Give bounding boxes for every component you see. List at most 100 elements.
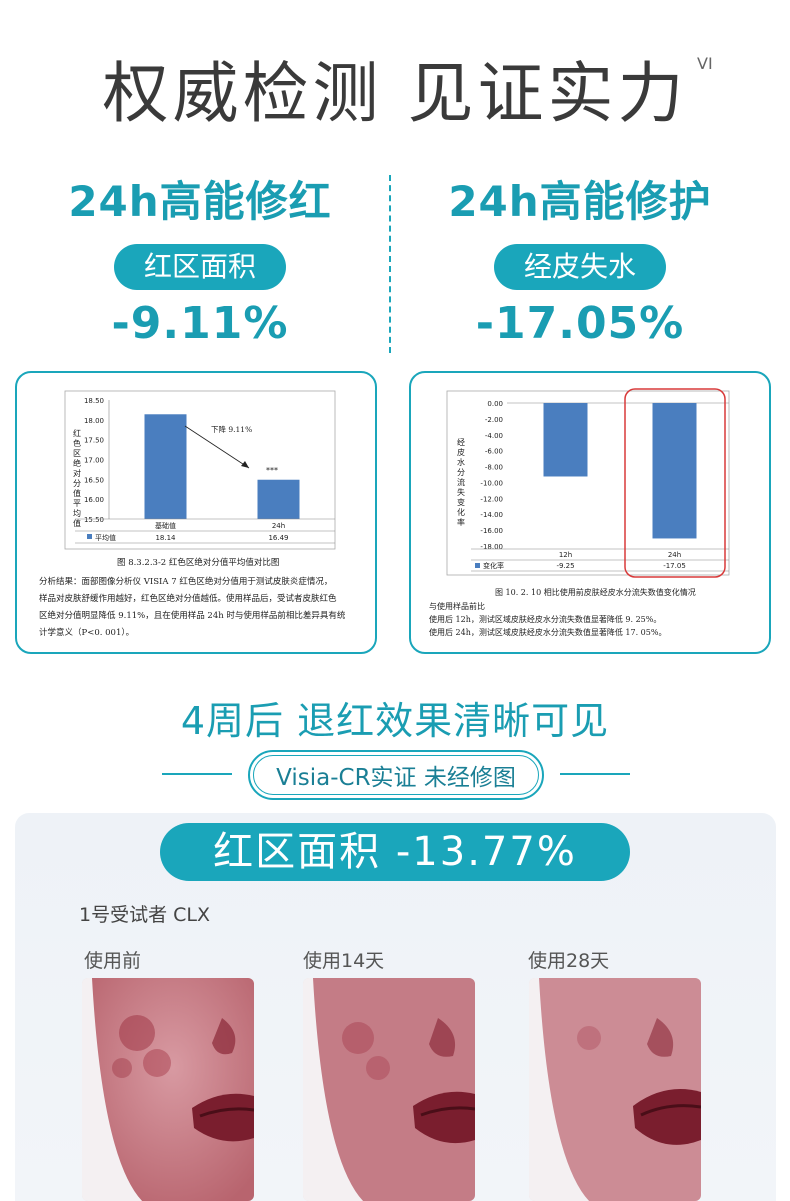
tag-line-left — [162, 773, 232, 775]
tewl-chart: 经皮水分流失变化率 0.00 -2.00 -4.00 -6.00 -8.00 -10.00… — [446, 388, 730, 578]
chart1-frame — [64, 390, 336, 550]
y-tick-label: 17.50 — [84, 437, 104, 445]
report-card-redness: 红色区绝对分值平均值 18.50 18.00 17.50 17.00 16.50 16.0… — [15, 371, 377, 654]
y-tick-label: -18.00 — [480, 543, 503, 551]
ylabel-char: 平 — [73, 499, 81, 508]
bar — [144, 414, 187, 519]
title-superscript: VI — [697, 54, 713, 73]
claim-left-value: -9.11% — [111, 298, 289, 349]
table-value: 18.14 — [155, 534, 176, 542]
claim-left-pill: 红区面积 — [113, 244, 286, 290]
visia-tag-text: Visia-CR实证 未经修图 — [253, 755, 539, 795]
chart2-highlight-box — [624, 388, 726, 578]
y-tick-label: -6.00 — [485, 448, 503, 456]
y-tick-label: -8.00 — [485, 464, 503, 472]
ylabel-char: 经 — [457, 437, 465, 447]
chart1-caption: 图 8.3.2.3-2 红色区绝对分值平均值对比图 — [117, 558, 280, 568]
ylabel-char: 变 — [457, 497, 465, 507]
redness-chart: 红色区绝对分值平均值 18.5018.0017.5017.0016.5016.0… — [64, 390, 336, 550]
ylabel-char: 红 — [73, 428, 81, 438]
legend-swatch — [475, 563, 480, 568]
claim-right-heading: 24h高能修护 — [448, 177, 712, 226]
chart1-arrow-head — [241, 461, 249, 468]
chart1-analysis-line: 区绝对分值明显降低 9.11%，且在使用样品 24h 时与使用样品前相比差异具有… — [39, 611, 346, 621]
chart2-analysis-line: 使用后 24h，测试区域皮肤经皮水分流失数值显著降低 17. 05%。 — [429, 628, 667, 637]
report-card-tewl: 经皮水分流失变化率 0.00 -2.00 -4.00 -6.00 -8.00 -10.00… — [409, 371, 771, 654]
x-tick-label: 基础值 — [155, 521, 176, 530]
y-tick-label: 0.00 — [487, 400, 503, 408]
ylabel-char: 值 — [73, 488, 81, 498]
y-tick-label: -12.00 — [480, 495, 503, 503]
table-value: -17.05 — [663, 562, 686, 570]
chart2-ylabel: 经皮水分流失变化率 — [457, 437, 465, 527]
y-tick-label: 16.50 — [84, 476, 104, 484]
claim-divider — [389, 175, 391, 353]
x-tick-label: 12h — [559, 551, 572, 559]
legend-label: 平均值 — [95, 533, 116, 542]
ylabel-char: 水 — [457, 457, 465, 467]
ylabel-char: 均 — [73, 508, 81, 518]
ylabel-char: 率 — [457, 517, 465, 527]
photo-label-14d: 使用14天 — [303, 950, 385, 972]
claim-left-heading: 24h高能修红 — [68, 177, 332, 226]
ylabel-char: 分 — [457, 468, 465, 477]
face-photo-before — [82, 978, 254, 1201]
legend-label: 变化率 — [483, 561, 504, 570]
face-photo-28d — [529, 978, 701, 1201]
y-tick-label: 15.50 — [84, 516, 104, 524]
y-tick-label: 17.00 — [84, 457, 104, 465]
chart1-analysis: 分析结果：面部图像分析仪 VISIA 7 红色区绝对分值用于测试皮肤炎症情况， … — [39, 574, 345, 642]
ylabel-char: 分 — [73, 479, 81, 488]
photo-label-28d: 使用28天 — [528, 950, 610, 972]
y-tick-label: -10.00 — [480, 479, 503, 487]
x-tick-label: 24h — [668, 551, 681, 559]
chart1-ylabel: 红色区绝对分值平均值 — [73, 428, 81, 528]
table-value: 16.49 — [268, 534, 288, 542]
ylabel-char: 化 — [457, 507, 465, 517]
visia-tag: Visia-CR实证 未经修图 — [248, 750, 544, 800]
face-image — [303, 978, 475, 1201]
ylabel-char: 值 — [73, 518, 81, 528]
ylabel-char: 失 — [457, 487, 465, 497]
y-tick-label: 16.00 — [84, 496, 104, 504]
photo-label-before: 使用前 — [84, 950, 142, 972]
chart1-significance: *** — [266, 466, 278, 475]
y-tick-label: -16.00 — [480, 527, 503, 535]
face-photo-14d — [303, 978, 475, 1201]
face-image — [82, 978, 254, 1201]
chart1-analysis-line: 计学意义（P<0. 001）。 — [39, 628, 135, 638]
chart2-analysis-line: 使用后 12h，测试区域皮肤经皮水分流失数值显著降低 9. 25%。 — [429, 615, 662, 624]
tag-line-right — [560, 773, 630, 775]
legend-swatch — [87, 534, 92, 539]
page-title-text: 权威检测 见证实力 — [102, 55, 688, 132]
chart1-annotation: 下降 9.11% — [211, 424, 252, 434]
bar — [652, 403, 697, 539]
ylabel-char: 绝 — [73, 458, 81, 468]
bar — [543, 403, 588, 477]
section-title: 4周后 退红效果清晰可见 — [180, 699, 610, 743]
bar — [257, 479, 300, 519]
ylabel-char: 皮 — [457, 447, 465, 457]
y-tick-label: -2.00 — [485, 416, 503, 424]
y-tick-label: -14.00 — [480, 511, 503, 519]
metric-pill: 红区面积 -13.77% — [160, 823, 630, 881]
subject-label: 1号受试者 CLX — [79, 904, 210, 926]
chart2-analysis-line: 与使用样品前比 — [429, 602, 485, 611]
chart2-caption: 图 10. 2. 10 相比使用前皮肤经皮水分流失数值变化情况 — [495, 588, 696, 597]
ylabel-char: 区 — [73, 449, 81, 458]
ylabel-char: 色 — [73, 438, 81, 448]
ylabel-char: 流 — [457, 477, 465, 487]
chart2-analysis: 与使用样品前比 使用后 12h，测试区域皮肤经皮水分流失数值显著降低 9. 25… — [429, 600, 666, 639]
y-tick-label: 18.00 — [84, 417, 104, 425]
y-tick-label: -4.00 — [485, 432, 503, 440]
page-title: 权威检测 见证实力 VI — [0, 40, 790, 136]
claim-right-value: -17.05% — [475, 298, 685, 349]
face-image — [529, 978, 701, 1201]
chart2-frame — [446, 390, 730, 576]
chart1-arrow-line — [184, 425, 250, 469]
x-tick-label: 24h — [272, 522, 285, 530]
table-value: -9.25 — [556, 562, 574, 570]
ylabel-char: 对 — [73, 468, 81, 478]
claim-left: 24h高能修红 红区面积 -9.11% — [20, 172, 380, 349]
y-tick-label: 18.50 — [84, 397, 104, 405]
